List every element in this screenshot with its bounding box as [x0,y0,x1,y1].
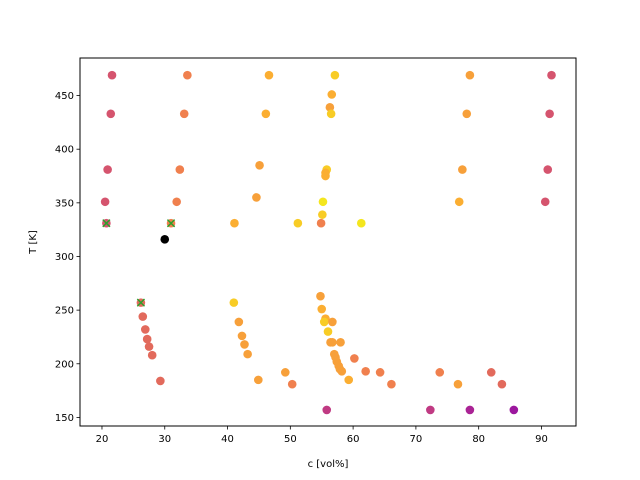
data-point [344,375,354,385]
data-point [255,160,264,170]
y-tick-label: 150 [55,413,74,424]
y-tick-label: 250 [55,306,74,317]
data-point [458,165,467,174]
x-tick-label: 40 [221,434,234,445]
data-point [547,70,556,80]
data-point [337,366,347,376]
data-point [543,165,553,174]
data-point [330,70,340,80]
data-point [103,165,112,174]
data-point [264,70,274,80]
data-point [325,103,335,112]
data-point [183,70,192,80]
y-tick-label: 450 [55,91,74,102]
data-point [240,340,249,349]
data-point [237,331,247,341]
data-point [140,325,150,334]
data-point [322,405,332,415]
data-point [453,379,463,389]
data-point [465,405,475,415]
data-point [326,109,336,119]
data-point [144,342,154,351]
data-point [172,197,181,207]
x-tick-label: 90 [535,434,548,445]
data-point [435,368,445,377]
x-tick-label: 30 [158,434,171,445]
data-point [160,235,170,244]
data-point [175,165,185,174]
data-point [156,376,165,386]
x-tick-label: 20 [96,434,109,445]
data-point [281,368,290,377]
plot-frame [79,57,577,427]
data-point [319,317,329,327]
x-marker [102,219,111,228]
data-point [356,218,366,228]
data-point [336,338,345,347]
data-point [509,405,519,415]
data-point [293,218,303,228]
data-point [254,375,263,385]
data-point [316,291,325,301]
data-point [361,366,370,376]
data-point [230,218,239,228]
data-point [234,317,244,327]
data-point [454,197,464,207]
data-point [387,379,396,389]
data-point [545,109,554,119]
data-point [321,171,330,181]
x-tick-label: 60 [347,434,360,445]
data-point [100,197,110,207]
x-tick-label: 50 [284,434,297,445]
data-point [465,70,475,80]
data-point [317,304,327,314]
data-point [106,109,116,119]
data-point [462,109,472,119]
x-marker [166,219,176,228]
data-point [179,109,189,119]
data-point [252,193,261,202]
data-point [142,334,152,344]
x-axis-ticks: 20 30 40 50 60 70 80 90 [96,426,548,445]
y-axis-ticks: 150 200 250 300 350 400 450 [55,91,80,424]
x-tick-label: 80 [472,434,485,445]
data-point [323,327,333,336]
data-point [328,317,337,327]
data-point [540,197,550,207]
x-markers [102,219,176,307]
data-point [229,298,239,307]
y-tick-label: 400 [55,145,74,156]
data-point [350,354,359,363]
data-point [316,218,326,228]
data-points [100,70,556,415]
data-point [318,197,328,207]
x-axis-label: c [vol%] [308,459,349,470]
data-point [375,368,385,377]
data-point [486,368,496,377]
y-tick-label: 300 [55,252,74,263]
y-axis-label: T [K] [28,230,39,255]
x-marker [136,298,146,307]
y-tick-label: 350 [55,198,74,209]
y-tick-label: 200 [55,359,74,370]
data-point [327,90,337,99]
data-point [287,379,297,389]
data-point [138,312,148,321]
x-tick-label: 70 [410,434,423,445]
data-point [107,70,117,80]
data-point [426,405,435,415]
data-point [497,379,507,389]
data-point [147,350,157,360]
data-point [328,338,337,347]
data-point [243,349,252,359]
data-point [261,109,271,119]
data-point [318,210,327,219]
